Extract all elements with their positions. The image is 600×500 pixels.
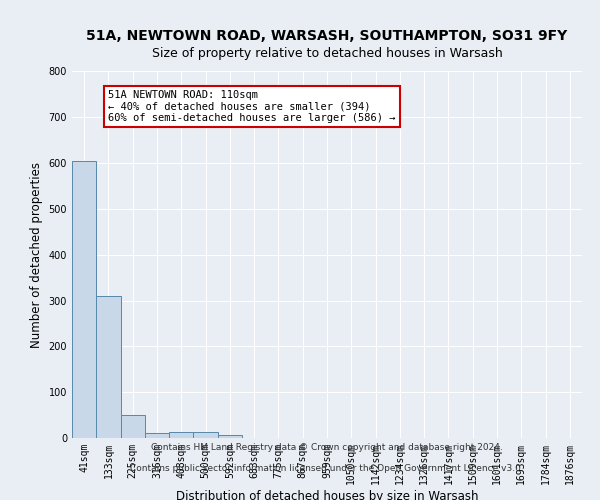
X-axis label: Distribution of detached houses by size in Warsash: Distribution of detached houses by size … [176, 490, 478, 500]
Text: Contains HM Land Registry data © Crown copyright and database right 2024.: Contains HM Land Registry data © Crown c… [151, 442, 503, 452]
Bar [72, 161, 96, 438]
Bar [193, 432, 218, 438]
Bar [96, 296, 121, 438]
Y-axis label: Number of detached properties: Number of detached properties [30, 162, 43, 348]
Text: Contains public sector information licensed under the Open Government Licence v3: Contains public sector information licen… [130, 464, 524, 473]
Text: Size of property relative to detached houses in Warsash: Size of property relative to detached ho… [152, 47, 502, 60]
Text: 51A NEWTOWN ROAD: 110sqm
← 40% of detached houses are smaller (394)
60% of semi-: 51A NEWTOWN ROAD: 110sqm ← 40% of detach… [109, 90, 396, 123]
Bar [145, 434, 169, 438]
Text: 51A, NEWTOWN ROAD, WARSASH, SOUTHAMPTON, SO31 9FY: 51A, NEWTOWN ROAD, WARSASH, SOUTHAMPTON,… [86, 29, 568, 43]
Bar [121, 415, 145, 438]
Bar [218, 436, 242, 438]
Bar [169, 432, 193, 438]
